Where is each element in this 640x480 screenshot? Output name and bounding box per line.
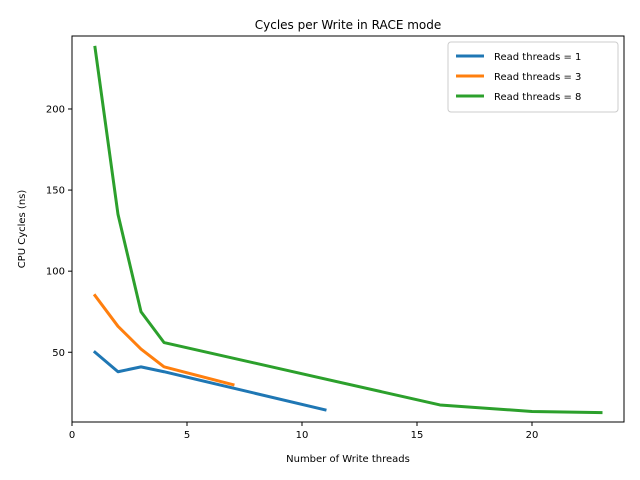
series-line-1: [92, 350, 327, 412]
x-axis: 0 5 10 15 20: [69, 422, 539, 441]
y-tick-label: 200: [46, 104, 65, 115]
series-layer: [92, 45, 603, 415]
y-tick-label: 50: [52, 348, 65, 359]
x-tick-label: 5: [184, 430, 190, 441]
x-tick-label: 0: [69, 430, 75, 441]
legend-label-3: Read threads = 8: [494, 92, 581, 103]
legend-label-2: Read threads = 3: [494, 72, 581, 83]
legend: Read threads = 1 Read threads = 3 Read thr…: [447, 41, 619, 113]
chart-title: Cycles per Write in RACE mode: [255, 18, 442, 32]
x-tick-label: 10: [296, 430, 309, 441]
x-axis-label: Number of Write threads: [286, 454, 410, 465]
y-tick-label: 100: [46, 267, 65, 278]
legend-label-1: Read threads = 1: [494, 52, 581, 63]
series-line-2: [92, 293, 235, 387]
x-tick-label: 15: [411, 430, 424, 441]
y-axis-label: CPU Cycles (ns): [17, 190, 28, 269]
series-line-3: [93, 45, 603, 415]
plot-frame: [71, 35, 625, 423]
y-axis: 50 100 150 200: [46, 104, 72, 359]
y-tick-label: 150: [46, 186, 65, 197]
legend-box: [447, 41, 619, 113]
x-tick-label: 20: [526, 430, 539, 441]
